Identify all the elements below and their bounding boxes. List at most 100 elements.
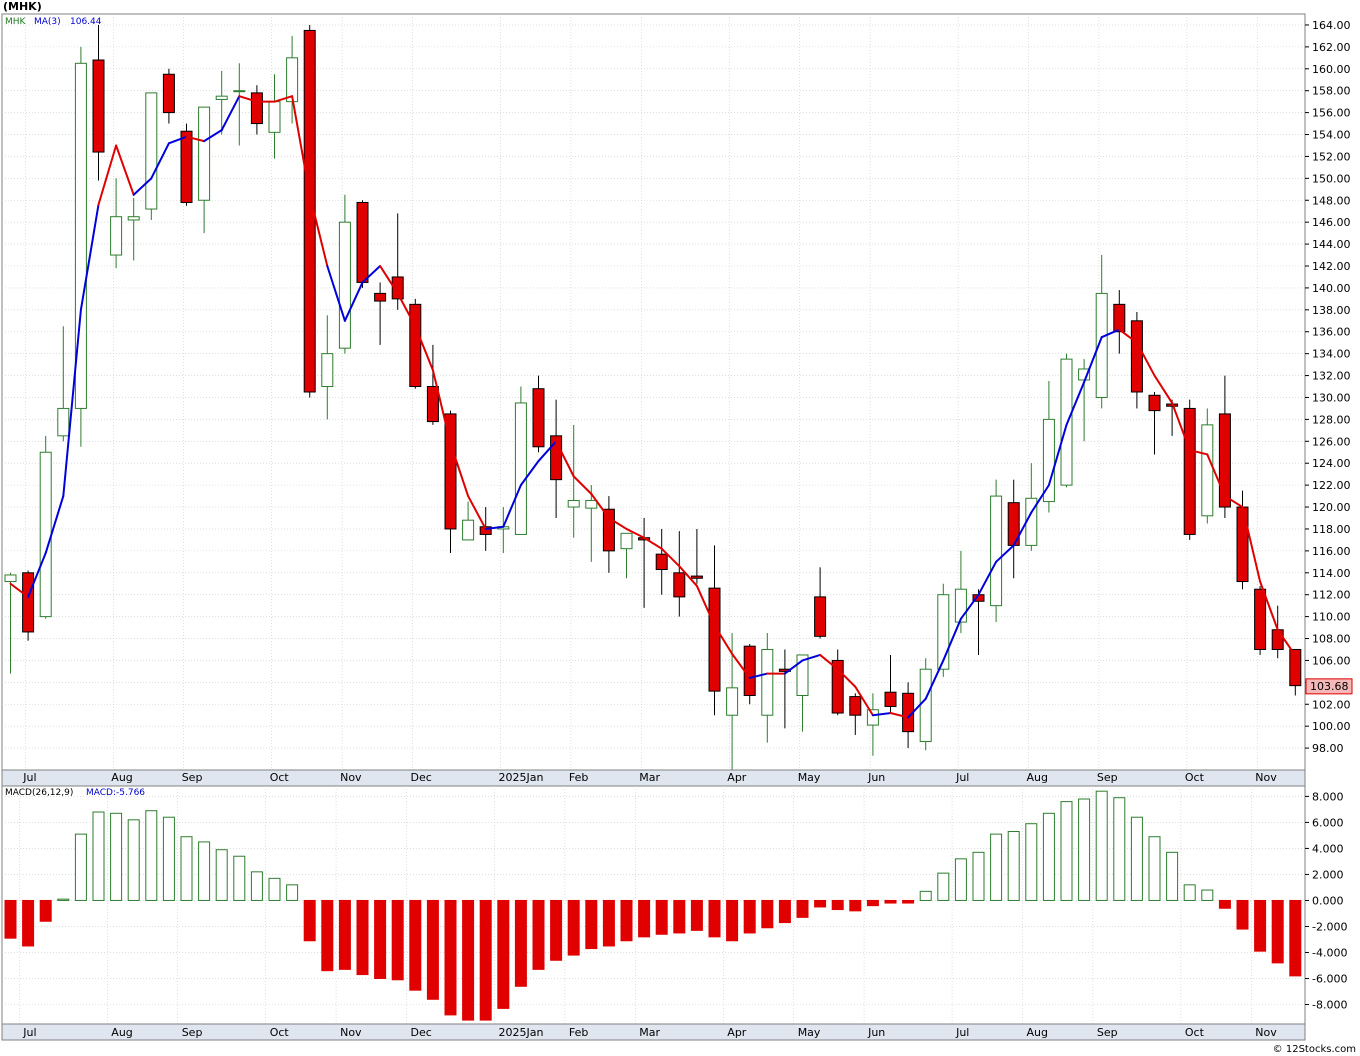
macd-bar [884, 899, 897, 904]
macd-bar [532, 899, 545, 970]
ma-segment [220, 95, 241, 132]
ma-segment [1083, 336, 1103, 384]
ma-legend-value: 106.44 [70, 17, 102, 27]
price-tick-label: 102.00 [1312, 698, 1351, 711]
candle-body [22, 572, 35, 633]
ma-segment [555, 440, 575, 478]
macd-bar [814, 899, 827, 908]
macd-bar [1042, 812, 1055, 901]
price-month-axis: Jul Aug Sep Oct Nov Dec 2025Jan Feb Mar Apr May Jun… [22, 771, 1277, 784]
month-label: Nov [340, 771, 362, 784]
macd-bar [1201, 889, 1214, 901]
candle-body [162, 73, 175, 114]
price-tick-label: 134.00 [1312, 348, 1351, 361]
price-tick-label: 126.00 [1312, 435, 1351, 448]
candle-body [673, 572, 686, 598]
macd-bar [1254, 899, 1267, 952]
macd-bar [92, 811, 105, 901]
month-label: Jun [867, 771, 885, 784]
month-label: Jul [955, 1026, 969, 1039]
ma-segment [1241, 506, 1262, 583]
ma-segment [871, 712, 892, 717]
month-label: Feb [569, 1026, 588, 1039]
macd-bar [761, 899, 774, 929]
ma-segment [361, 265, 382, 284]
macd-bar [1007, 831, 1020, 901]
candle-body [1183, 407, 1196, 535]
month-label: Nov [1255, 771, 1277, 784]
candle-body [990, 495, 1003, 607]
price-tick-label: 150.00 [1312, 172, 1351, 185]
month-label: Sep [1097, 771, 1118, 784]
ma-segment [977, 560, 998, 596]
month-label: Sep [182, 771, 203, 784]
ma-segment [502, 484, 522, 528]
candle-body [1148, 394, 1161, 412]
candle-body [761, 648, 774, 716]
candle-body [198, 106, 211, 201]
ticker-legend: MHK [5, 17, 27, 27]
macd-bar [1025, 823, 1038, 901]
macd-bar [479, 899, 492, 1021]
ma-segment [431, 369, 452, 445]
price-tick-label: 100.00 [1312, 720, 1351, 733]
ma-segment [27, 552, 47, 598]
macd-bar [39, 899, 52, 922]
macd-bar [602, 899, 615, 947]
price-tick-label: 122.00 [1312, 479, 1351, 492]
candle-body [1113, 303, 1126, 333]
month-label: Nov [1255, 1026, 1277, 1039]
candle-body [145, 92, 158, 210]
ma-segment [238, 95, 258, 103]
ma-segment [801, 653, 822, 662]
candle-body [268, 101, 281, 133]
month-label: Aug [1027, 1026, 1048, 1039]
macd-bar [796, 899, 809, 918]
macd-bar [1166, 851, 1179, 901]
ma-segment [1030, 484, 1050, 514]
macd-legend-value: MACD:-5.766 [86, 788, 145, 798]
macd-bar [778, 899, 791, 924]
ma-segment [1012, 511, 1033, 547]
month-label: Oct [270, 771, 290, 784]
ma-segment [748, 672, 769, 679]
ma-segment [150, 142, 170, 180]
price-tick-label: 116.00 [1312, 545, 1351, 558]
macd-bar [286, 884, 299, 901]
ma-segment [889, 712, 910, 719]
ma-segment [819, 653, 839, 671]
month-label: 2025Jan [499, 1026, 544, 1039]
candle-body [919, 668, 932, 743]
candle-body [39, 451, 52, 618]
price-tick-label: 98.00 [1312, 742, 1344, 755]
ma-segment [519, 460, 540, 487]
ma-segment [115, 144, 135, 196]
macd-legend: MACD(26,12,9) [5, 788, 73, 798]
macd-bar [145, 810, 158, 901]
candle-body [937, 594, 950, 670]
ma-segment [379, 265, 399, 295]
price-tick-label: 124.00 [1312, 457, 1351, 470]
price-tick-label: 130.00 [1312, 391, 1351, 404]
price-grid [2, 14, 1305, 770]
price-tick-label: 138.00 [1312, 304, 1351, 317]
macd-bar [110, 812, 123, 901]
price-tick-label: 108.00 [1312, 633, 1351, 646]
macd-bar [972, 851, 985, 901]
macd-bar [356, 899, 369, 976]
macd-bar [550, 899, 563, 961]
candle-body [479, 526, 492, 535]
macd-bar [638, 899, 651, 938]
ma-segment [836, 668, 857, 688]
price-tick-label: 144.00 [1312, 238, 1351, 251]
macd-bar [726, 899, 739, 942]
candle-body [110, 216, 123, 256]
price-tick-label: 136.00 [1312, 326, 1351, 339]
macd-tick-label: 8.000 [1312, 790, 1344, 803]
macd-bar [1289, 899, 1302, 977]
candle-body [1042, 418, 1055, 503]
month-label: Aug [111, 771, 132, 784]
last-price-tag-box [1305, 678, 1353, 695]
ma-segment [185, 135, 206, 143]
macd-bar [954, 858, 967, 901]
